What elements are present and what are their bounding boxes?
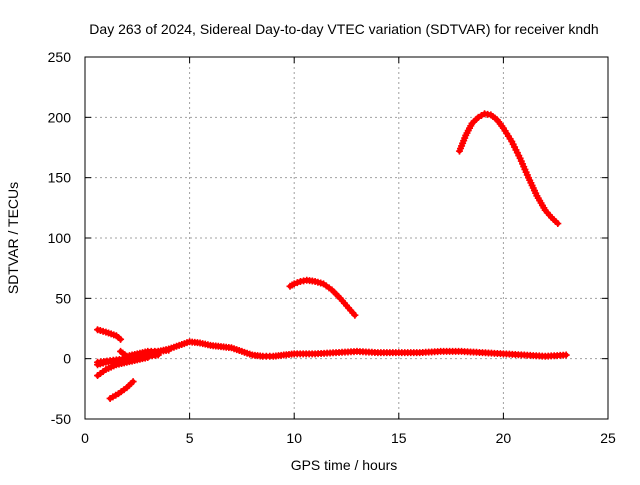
data-point xyxy=(129,378,137,386)
data-series xyxy=(94,110,570,402)
y-tick-label: 100 xyxy=(48,230,72,246)
x-tick-label: 20 xyxy=(496,430,512,446)
data-point xyxy=(290,280,298,288)
x-tick-label: 0 xyxy=(81,430,89,446)
grid-lines xyxy=(85,57,608,419)
series-arc-7 xyxy=(123,338,570,363)
chart-title: Day 263 of 2024, Sidereal Day-to-day VTE… xyxy=(89,21,598,37)
x-tick-label: 5 xyxy=(186,430,194,446)
y-tick-label: 250 xyxy=(48,49,72,65)
series-arc-1 xyxy=(94,326,125,343)
data-point xyxy=(293,279,301,287)
x-tick-label: 25 xyxy=(600,430,616,446)
y-tick-label: -50 xyxy=(51,411,71,427)
series-arc-8 xyxy=(286,276,359,319)
y-tick-label: 50 xyxy=(55,290,71,306)
data-point xyxy=(117,335,125,343)
data-point xyxy=(554,220,562,228)
y-tick-label: 200 xyxy=(48,109,72,125)
axis-ticks: -50 0 50 100 150 200 250 0 5 10 15 20 25 xyxy=(48,49,616,446)
data-point xyxy=(351,311,359,319)
series-arc-9 xyxy=(455,110,562,228)
y-tick-label: 150 xyxy=(48,170,72,186)
y-axis-label: SDTVAR / TECUs xyxy=(5,182,21,294)
series-trace xyxy=(287,277,358,318)
y-tick-label: 0 xyxy=(63,351,71,367)
x-tick-label: 10 xyxy=(286,430,302,446)
data-point xyxy=(562,351,570,359)
x-tick-label: 15 xyxy=(391,430,407,446)
series-arc-2 xyxy=(106,378,137,402)
x-axis-label: GPS time / hours xyxy=(291,457,398,473)
